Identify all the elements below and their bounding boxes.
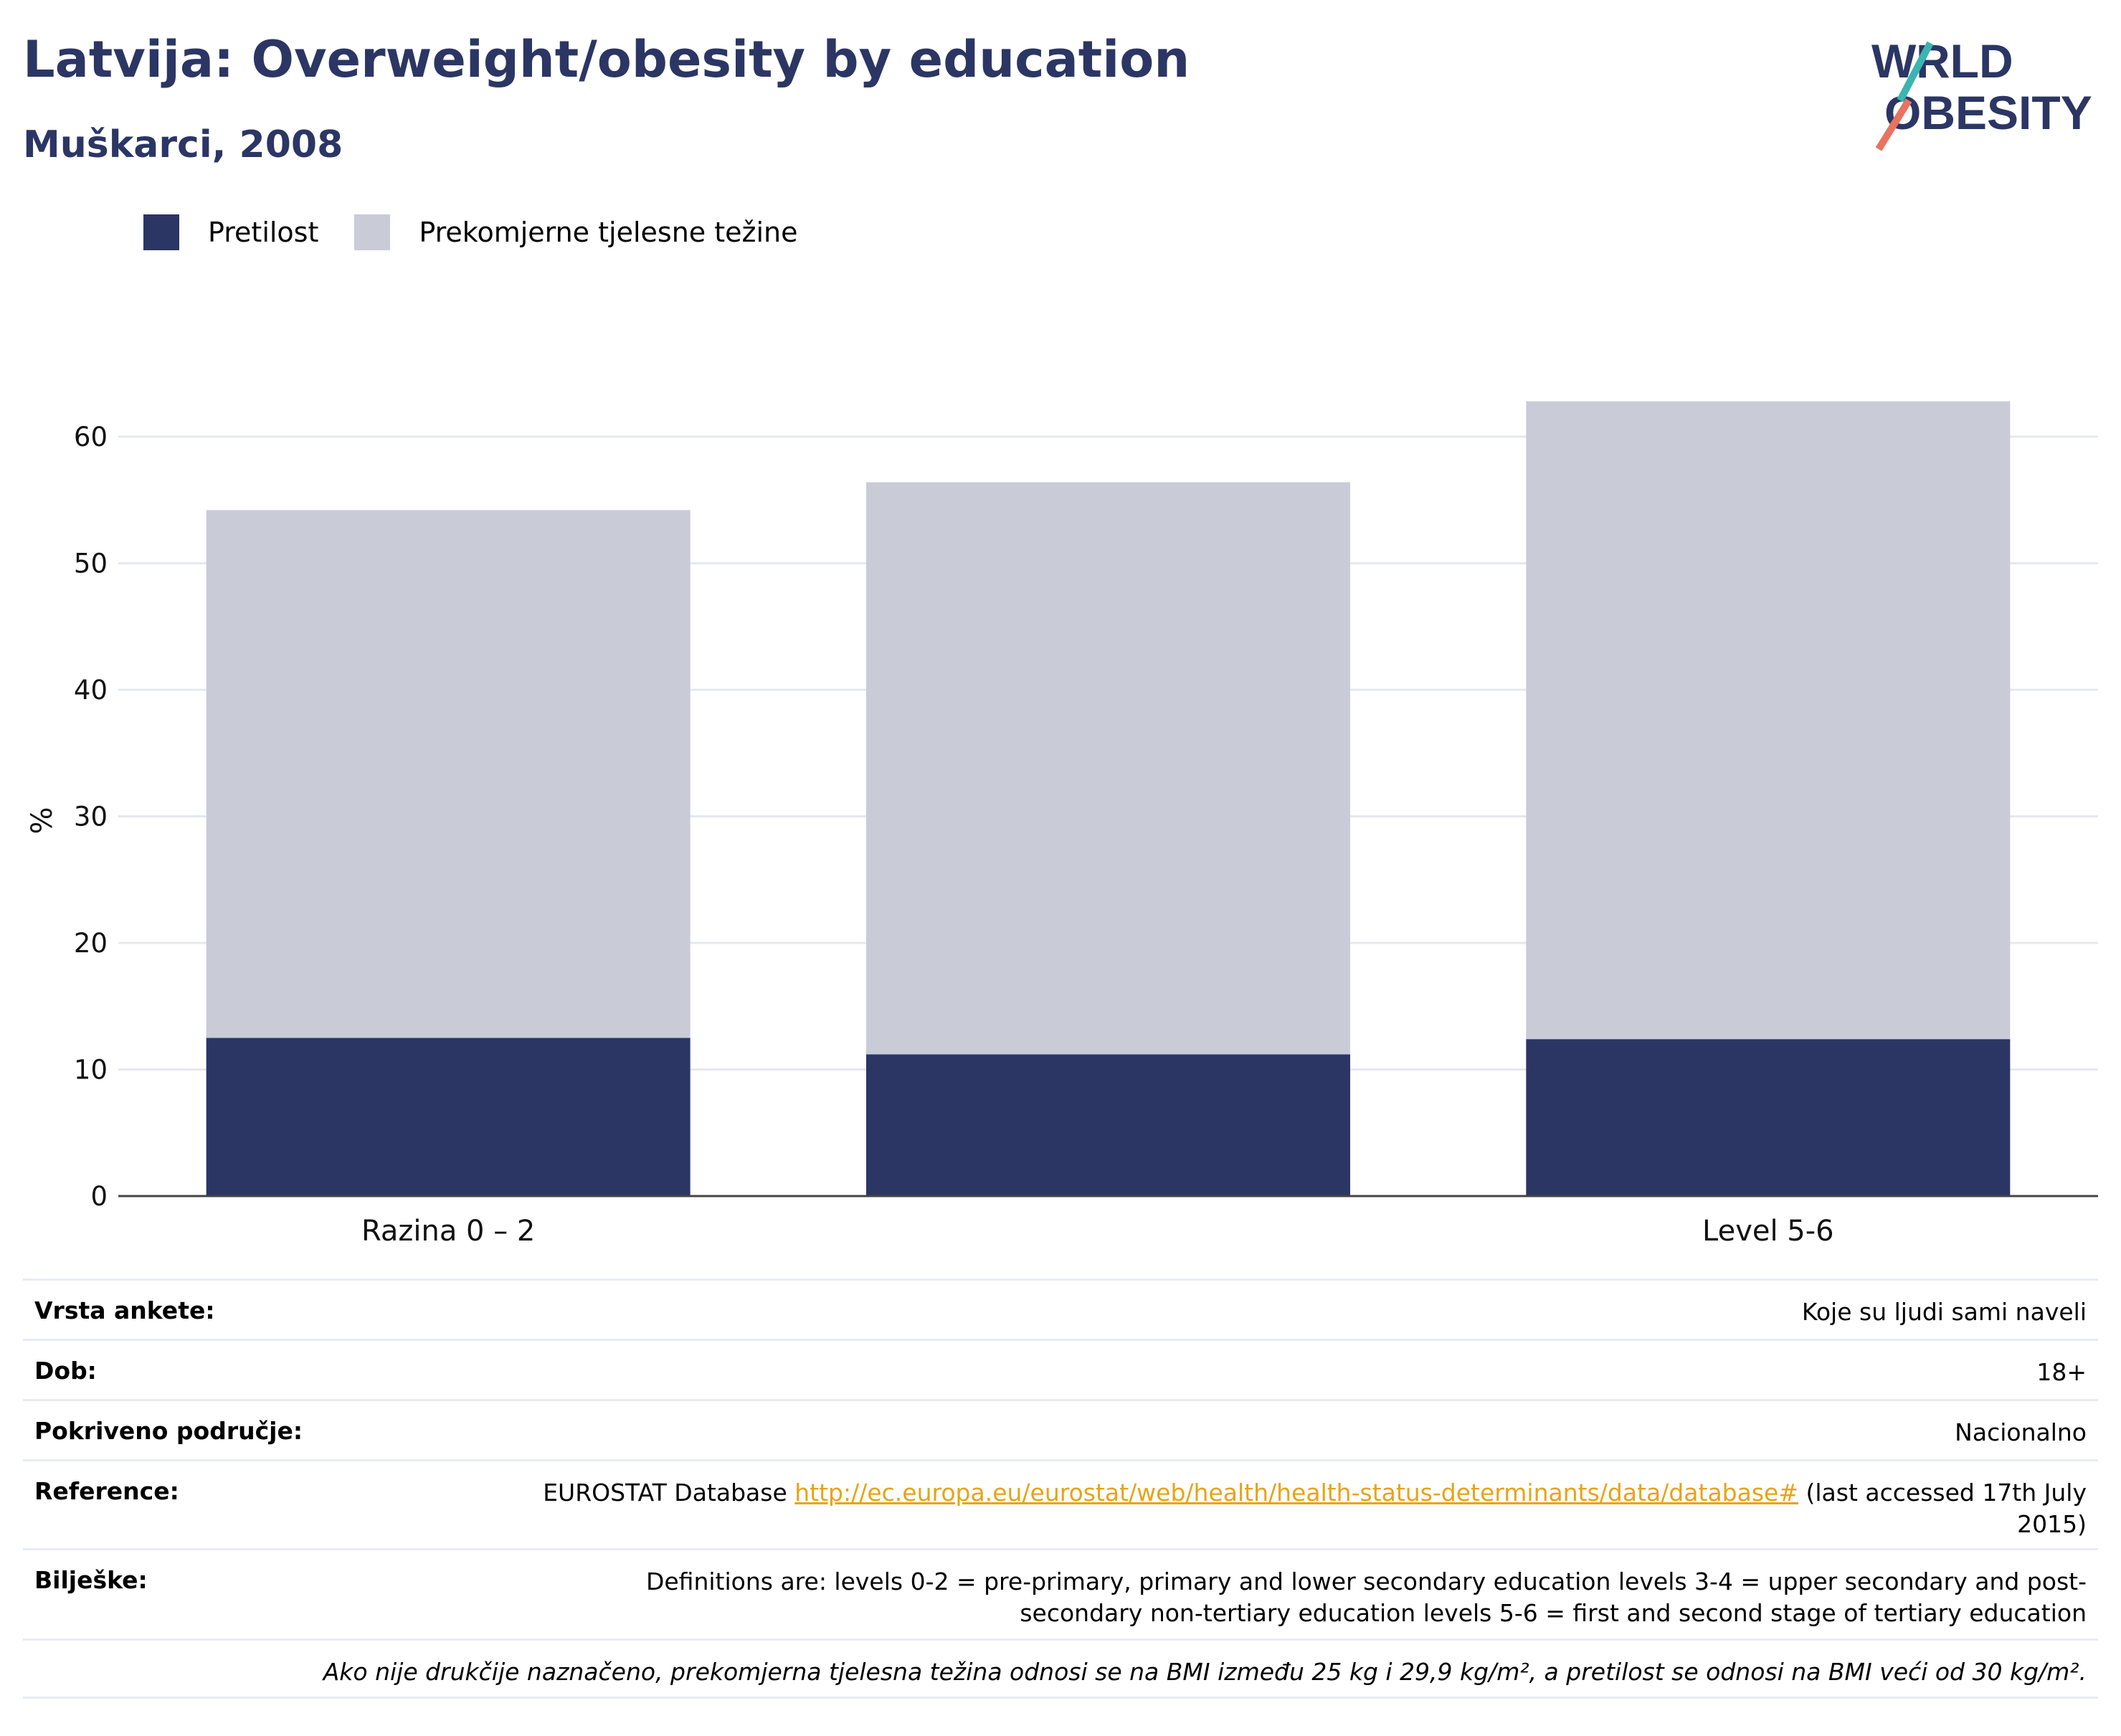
info-table: Vrsta ankete: Koje su ljudi sami naveli … [23, 1279, 2098, 1699]
reference-suffix: (last accessed 17th July 2015) [1798, 1479, 2087, 1538]
legend-swatch-overweight [354, 214, 391, 250]
svg-text:RLD: RLD [1916, 34, 2013, 87]
legend-item-overweight: Prekomjerne tjelesne težine [354, 214, 798, 250]
info-label: Reference: [34, 1477, 179, 1505]
info-value: Koje su ljudi sami naveli [1801, 1298, 2087, 1326]
info-value: Nacionalno [1955, 1418, 2087, 1446]
x-tick-label: Razina 0 – 2 [361, 1215, 535, 1248]
info-row-coverage: Pokriveno područje: Nacionalno [23, 1399, 2098, 1459]
bar-chart: 0 10 20 30 40 50 60% Razina 0 – 2 Level 5-6 [26, 401, 2098, 1248]
reference-value: EUROSTAT Database http://ec.europa.eu/eu… [523, 1477, 2087, 1538]
bar-obesity-3 [1526, 1039, 2011, 1196]
info-row-survey-type: Vrsta ankete: Koje su ljudi sami naveli [23, 1279, 2098, 1339]
y-axis-label: % [26, 807, 59, 834]
chart-subtitle: Muškarci, 2008 [23, 123, 343, 166]
legend-item-obesity: Pretilost [143, 214, 318, 250]
info-footnote: Ako nije drukčije naznačeno, prekomjerna… [23, 1638, 2098, 1699]
legend-label-obesity: Pretilost [208, 217, 319, 248]
chart-title: Latvija: Overweight/obesity by education [23, 30, 1190, 89]
y-tick-label: 30 [74, 802, 108, 833]
info-value: 18+ [2036, 1358, 2087, 1386]
bar-obesity-2 [866, 1054, 1350, 1196]
info-label: Dob: [34, 1357, 97, 1385]
info-value: Definitions are: levels 0-2 = pre-primar… [645, 1567, 2087, 1627]
bar-overweight-1 [206, 510, 691, 1038]
info-label: Vrsta ankete: [34, 1296, 215, 1324]
y-tick-label: 50 [74, 549, 108, 579]
svg-text:OBESITY: OBESITY [1884, 86, 2092, 139]
footnote-text: Ako nije drukčije naznačeno, prekomjerna… [323, 1658, 2087, 1686]
chart-legend: Pretilost Prekomjerne tjelesne težine [143, 214, 834, 251]
reference-prefix: EUROSTAT Database [543, 1479, 795, 1507]
y-tick-label: 10 [74, 1055, 108, 1086]
y-tick-label: 40 [74, 675, 108, 706]
bar-overweight-2 [866, 482, 1350, 1055]
info-row-notes: Bilješke: Definitions are: levels 0-2 = … [23, 1548, 2098, 1638]
world-obesity-logo: W RLD OBESITY [1871, 34, 2092, 151]
reference-link[interactable]: http://ec.europa.eu/eurostat/web/health/… [794, 1479, 1798, 1507]
legend-label-overweight: Prekomjerne tjelesne težine [419, 217, 798, 248]
bar-obesity-1 [206, 1038, 691, 1196]
info-label: Pokriveno područje: [34, 1417, 303, 1445]
info-row-age: Dob: 18+ [23, 1339, 2098, 1399]
bar-overweight-3 [1526, 401, 2011, 1040]
y-tick-label: 20 [74, 928, 108, 959]
y-tick-label: 0 [90, 1181, 108, 1212]
info-label: Bilješke: [34, 1566, 148, 1594]
info-row-reference: Reference: EUROSTAT Database http://ec.e… [23, 1459, 2098, 1548]
y-tick-label: 60 [74, 422, 108, 452]
x-tick-label: Level 5-6 [1702, 1215, 1834, 1248]
legend-swatch-obesity [143, 214, 179, 250]
